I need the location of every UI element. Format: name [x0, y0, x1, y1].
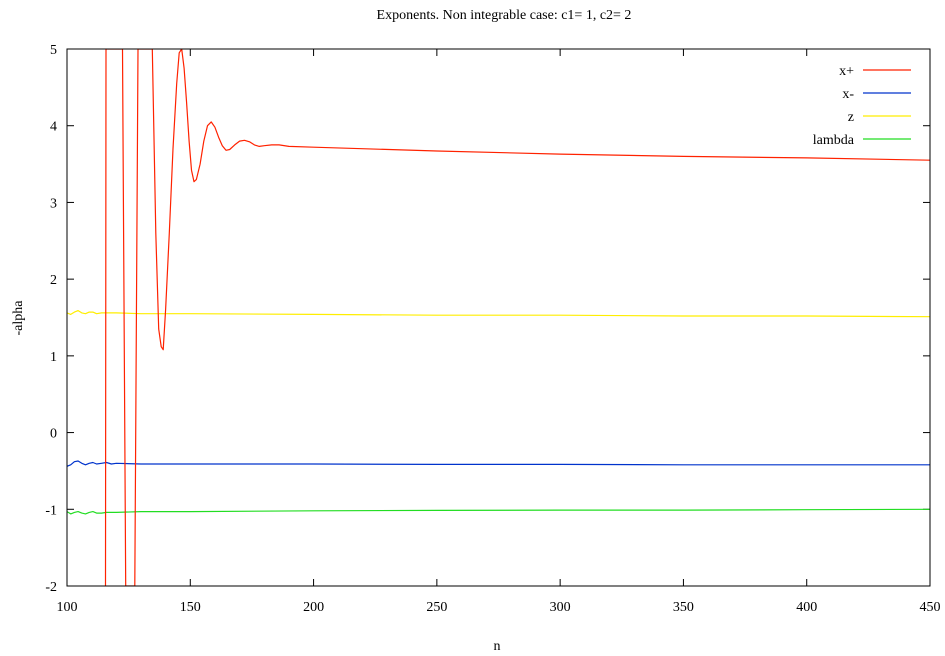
legend-label: x+ [839, 64, 854, 79]
legend-label: x- [842, 87, 854, 102]
y-tick-label: -2 [45, 580, 57, 595]
y-tick-label: -1 [45, 503, 57, 518]
plot-area [67, 49, 930, 586]
plot-frame [66, 48, 931, 587]
x-tick-label: 350 [673, 600, 694, 615]
series-line-z [67, 310, 930, 318]
x-tick-label: 300 [550, 600, 571, 615]
series-line-x- [67, 460, 930, 467]
x-axis-label: n [494, 639, 501, 654]
y-tick-label: 1 [50, 350, 57, 365]
x-tick-label: 400 [796, 600, 817, 615]
y-axis-label: -alpha [11, 300, 26, 336]
y-tick-label: 2 [50, 273, 57, 288]
x-tick-label: 250 [426, 600, 447, 615]
x-tick-label: 450 [920, 600, 941, 615]
axis-ticks: 100 150 200 250 300 350 400 450 -2 -1 0 1 2 3 4 5 [45, 43, 940, 615]
y-tick-label: 4 [50, 120, 57, 135]
series-line-lambda [67, 508, 930, 515]
y-tick-label: 3 [50, 196, 57, 211]
x-tick-label: 150 [180, 600, 201, 615]
series-line-x+ [104, 49, 930, 586]
x-tick-label: 100 [57, 600, 78, 615]
legend-label: z [848, 110, 854, 125]
x-tick-label: 200 [303, 600, 324, 615]
y-tick-label: 0 [50, 427, 57, 442]
legend: x+ x-z lambda [813, 64, 911, 148]
chart-title: Exponents. Non integrable case: c1= 1, c… [377, 8, 632, 23]
y-tick-label: 5 [50, 43, 57, 58]
legend-label: lambda [813, 133, 855, 148]
